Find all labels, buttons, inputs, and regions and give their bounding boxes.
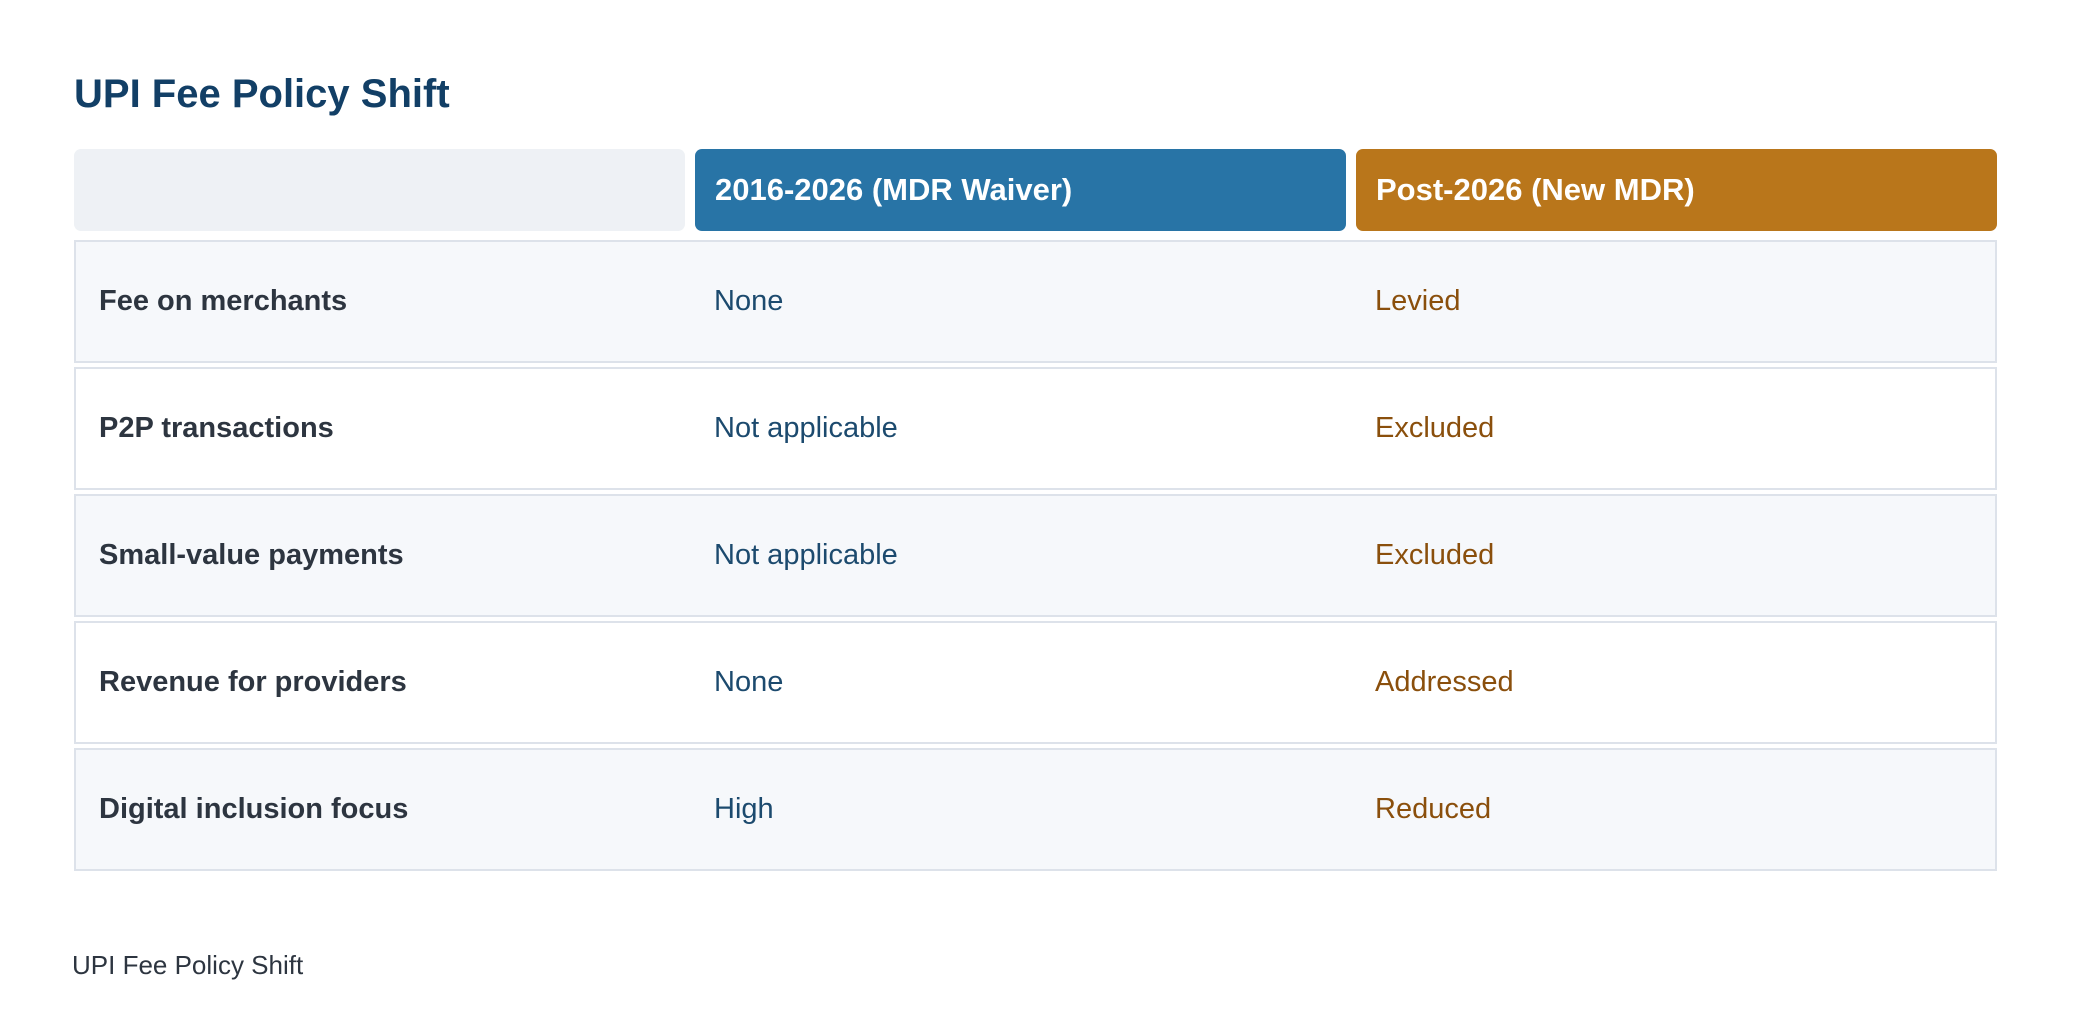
cell-value: High: [714, 793, 774, 825]
table-row: [74, 367, 1997, 490]
column-header: 2016-2026 (MDR Waiver): [695, 149, 1346, 231]
cell-value: Not applicable: [714, 539, 898, 571]
table-row: [74, 621, 1997, 744]
table-row: [74, 494, 1997, 617]
row-label: Revenue for providers: [99, 666, 407, 698]
cell-value: Not applicable: [714, 412, 898, 444]
cell-value: Excluded: [1375, 539, 1495, 571]
header-blank: [74, 149, 685, 231]
row-label: Digital inclusion focus: [99, 793, 409, 825]
row-label: Fee on merchants: [99, 285, 348, 317]
table-row: [74, 240, 1997, 363]
cell-value: None: [714, 285, 784, 317]
row-label: P2P transactions: [99, 412, 334, 444]
cell-value: None: [714, 666, 784, 698]
cell-value: Reduced: [1375, 793, 1492, 825]
row-label: Small-value payments: [99, 539, 404, 571]
cell-value: Addressed: [1375, 666, 1514, 698]
cell-value: Excluded: [1375, 412, 1495, 444]
caption: UPI Fee Policy Shift: [72, 950, 304, 980]
column-header: Post-2026 (New MDR): [1356, 149, 1997, 231]
table-row: [74, 748, 1997, 871]
cell-value: Levied: [1375, 285, 1461, 317]
title: UPI Fee Policy Shift: [74, 72, 450, 116]
